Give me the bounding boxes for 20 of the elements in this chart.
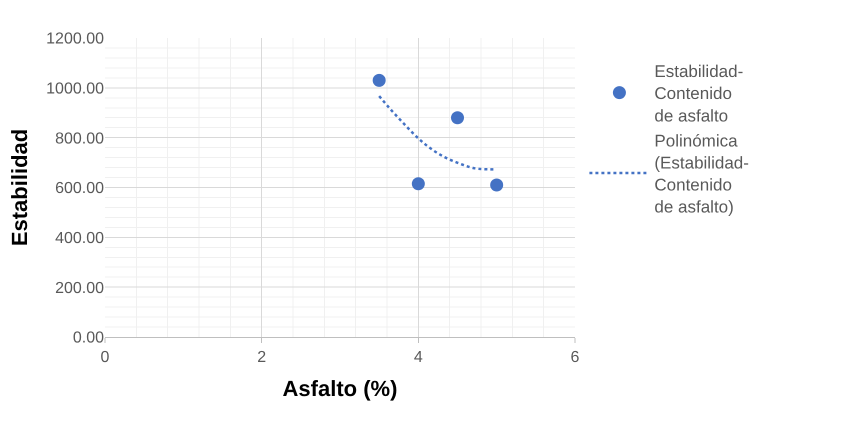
legend-label: Polinómica (Estabilidad-Contenido de asfalto) [654,131,749,217]
point [490,178,504,192]
y-tick-label: 1200.00 [46,30,104,48]
point [412,177,425,190]
legend-label: Estabilidad-Contenido de asfalto [654,62,744,126]
point [372,74,386,87]
y-axis-title: Estabilidad [6,128,32,246]
y-tick-label: 1000.00 [46,80,104,98]
y-tick-label: 800.00 [55,130,104,148]
y-tick-label: 600.00 [55,180,104,198]
y-tick-label: 200.00 [55,280,104,297]
y-tick-label: 0.00 [72,330,104,347]
x-tick-label: 0 [100,349,110,366]
y-tick-label: 400.00 [55,230,104,247]
x-tick-label: 6 [570,349,580,366]
line-series [378,94,496,171]
x-axis-title: Asfalto (%) [282,376,398,402]
x-tick-label: 2 [257,349,266,366]
point [451,111,464,124]
x-tick-label: 4 [414,349,423,366]
